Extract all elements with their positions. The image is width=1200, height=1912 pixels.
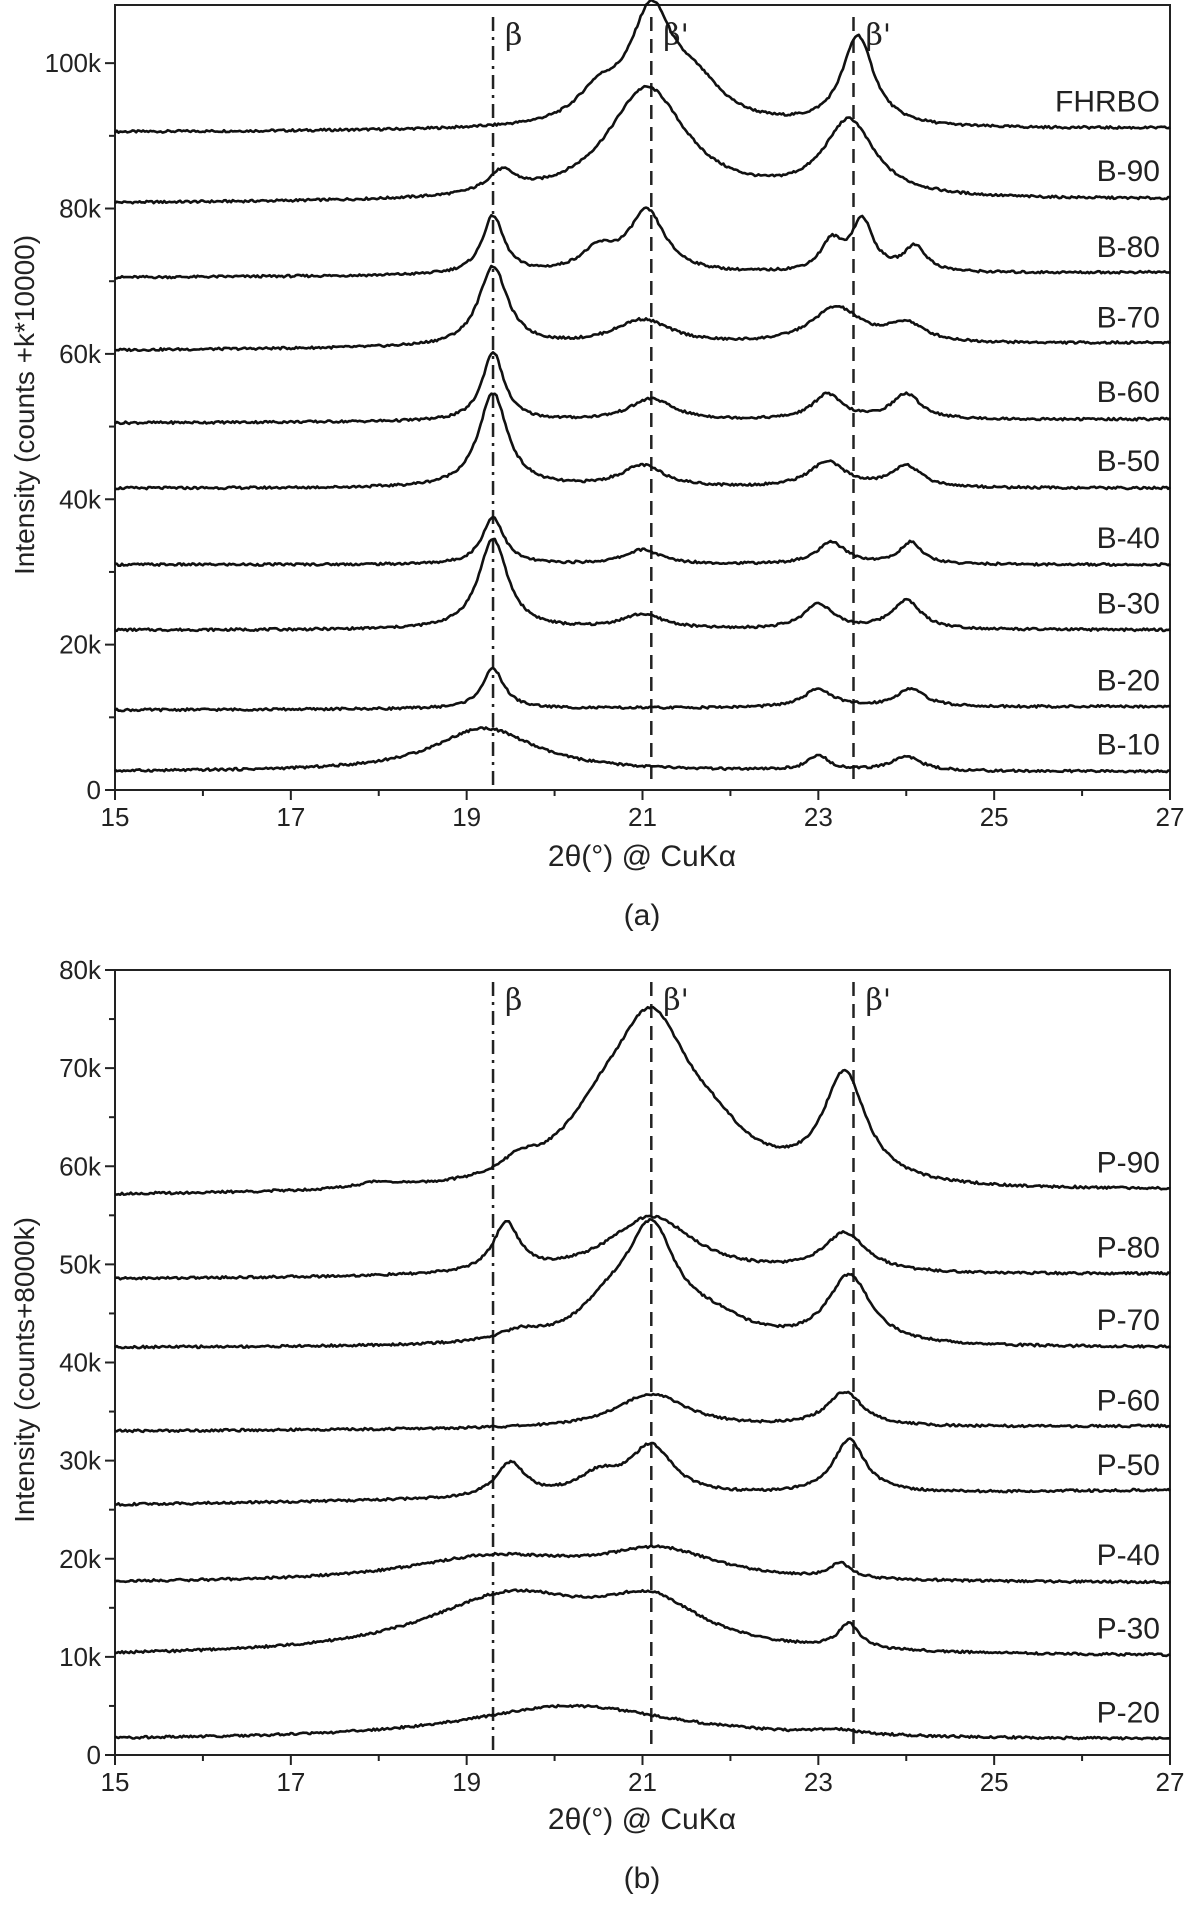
panel-b-x-tick-label: 15 <box>101 1767 130 1797</box>
panel-a-series-label: B-40 <box>1097 522 1160 555</box>
panel-b-series-line <box>114 1588 1171 1658</box>
panel-a-series: FHRBO B-90 B-80 B-70 B-60 B-50 B-40 B-30 B-20 B-1… <box>114 0 1171 774</box>
panel-b-x-tick-label: 23 <box>804 1767 833 1797</box>
panel-a-x-tick-label: 23 <box>804 802 833 832</box>
panel-b-reference-lines: β β' β' <box>491 982 892 1750</box>
panel-a-series-label: B-70 <box>1097 302 1160 335</box>
panel-b-series-label: P-70 <box>1097 1304 1160 1337</box>
panel-a-series-line <box>114 515 1171 567</box>
panel-b-series-label: P-60 <box>1097 1384 1160 1417</box>
panel-a-series-label: B-10 <box>1097 728 1160 761</box>
panel-a-series-line <box>114 264 1171 353</box>
panel-a-series-label: B-60 <box>1097 376 1160 409</box>
panel-b-series-line <box>114 1005 1171 1196</box>
panel-a-series-label: B-30 <box>1097 587 1160 620</box>
panel-b-series-label: P-50 <box>1097 1449 1160 1482</box>
panel-b-y-tick-label: 40k <box>59 1348 102 1378</box>
panel-a-x-tick-label: 17 <box>276 802 305 832</box>
panel-b-series-line <box>114 1214 1171 1281</box>
panel-b-y-tick-label: 30k <box>59 1446 102 1476</box>
panel-b-axes: 15 17 19 21 23 25 27 0 10k 20k 30k 40k 50k 60k 70k 80k <box>59 955 1184 1797</box>
panel-b-chart: 15 17 19 21 23 25 27010k20k30k40k50k60k70k80k … <box>9 955 1184 1895</box>
panel-a-series-label: B-50 <box>1097 445 1160 478</box>
panel-b-series-label: P-30 <box>1097 1612 1160 1645</box>
panel-b-y-axis-label: Intensity (counts+8000k) <box>9 1217 40 1523</box>
panel-b-label: (b) <box>624 1862 661 1895</box>
panel-b-series-label: P-90 <box>1097 1147 1160 1180</box>
panel-a-series-line <box>114 392 1171 491</box>
panel-a-x-tick-label: 27 <box>1156 802 1185 832</box>
panel-a-y-tick-label: 80k <box>59 194 102 224</box>
panel-b-x-tick-label: 25 <box>980 1767 1009 1797</box>
panel-a-series-label: FHRBO <box>1055 85 1160 118</box>
panel-a-series-line <box>114 666 1171 713</box>
panel-b-reference-line-label: β' <box>866 983 892 1018</box>
panel-b-series-line <box>114 1437 1171 1507</box>
panel-b-x-tick-label: 17 <box>276 1767 305 1797</box>
panel-b-series-line <box>114 1218 1171 1350</box>
panel-b-x-tick-label: 19 <box>452 1767 481 1797</box>
panel-a-y-axis-label: Intensity (counts +k*10000) <box>9 235 40 575</box>
panel-b-y-tick-label: 0 <box>87 1740 101 1770</box>
panel-a-plot-frame <box>114 4 1171 791</box>
panel-a-reference-line-label: β' <box>866 18 892 53</box>
panel-a-x-tick-label: 25 <box>980 802 1009 832</box>
panel-a-x-axis-label: 2θ(°) @ CuKα <box>548 840 736 873</box>
panel-b-y-tick-label: 10k <box>59 1642 102 1672</box>
panel-b-series: P-90 P-80 P-70 P-60 P-50 P-40 P-30 P-20 <box>114 1005 1171 1741</box>
panel-a-series-label: B-80 <box>1097 231 1160 264</box>
panel-a-y-tick-label: 0 <box>87 775 101 805</box>
panel-a-y-tick-label: 20k <box>59 630 102 660</box>
panel-a-series-line <box>114 84 1171 205</box>
panel-b-y-tick-label: 50k <box>59 1249 102 1279</box>
panel-a-series-label: B-20 <box>1097 664 1160 697</box>
panel-b-x-tick-label: 21 <box>628 1767 657 1797</box>
panel-a-series-label: B-90 <box>1097 155 1160 188</box>
panel-a-x-tick-label: 15 <box>101 802 130 832</box>
panel-b-series-label: P-40 <box>1097 1539 1160 1572</box>
panel-a-y-tick-label: 100k <box>45 48 102 78</box>
panel-a-reference-lines: β β' β' <box>491 17 892 785</box>
panel-a-series-line <box>114 351 1171 426</box>
panel-b-y-tick-label: 20k <box>59 1544 102 1574</box>
panel-b-y-tick-label: 70k <box>59 1053 102 1083</box>
panel-b-series-label: P-20 <box>1097 1697 1160 1730</box>
panel-a-label: (a) <box>624 899 661 932</box>
panel-a-series-line <box>114 0 1171 134</box>
panel-b-series-line <box>114 1544 1171 1585</box>
panel-b-series-line <box>114 1703 1171 1741</box>
panel-b-plot-frame <box>114 969 1171 1756</box>
panel-a-series-line <box>114 537 1171 633</box>
panel-b-reference-line-label: β' <box>663 983 689 1018</box>
panel-a-y-tick-label: 60k <box>59 339 102 369</box>
panel-a-axes: 15 17 19 21 23 25 27 0 20k 40k 60k 80k 100k <box>45 48 1185 832</box>
panel-a-y-tick-label: 40k <box>59 484 102 514</box>
panel-b-series-label: P-80 <box>1097 1231 1160 1264</box>
panel-b-series-line <box>114 1390 1171 1434</box>
panel-a-reference-line-label: β <box>505 18 522 53</box>
panel-a-series-line <box>114 726 1171 774</box>
panel-a-x-tick-label: 19 <box>452 802 481 832</box>
panel-b-x-tick-label: 27 <box>1156 1767 1185 1797</box>
panel-b-x-axis-label: 2θ(°) @ CuKα <box>548 1803 736 1836</box>
panel-a-x-tick-label: 21 <box>628 802 657 832</box>
panel-b-y-tick-label: 60k <box>59 1151 102 1181</box>
panel-a-series-line <box>114 206 1171 280</box>
panel-b-y-tick-label: 80k <box>59 955 102 985</box>
panel-b-reference-line-label: β <box>505 983 522 1018</box>
